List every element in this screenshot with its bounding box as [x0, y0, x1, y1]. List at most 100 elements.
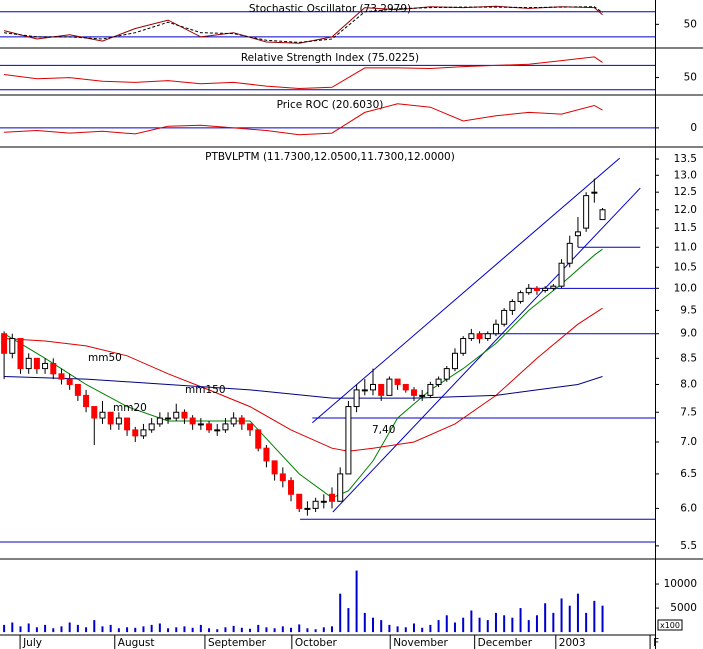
volume-bar [158, 623, 161, 633]
volume-bar [101, 626, 104, 633]
annotation: mm150 [185, 384, 226, 396]
volume-bar [363, 612, 366, 633]
volume-bar [126, 627, 129, 633]
candle-body [427, 383, 434, 396]
candle-body [9, 338, 16, 354]
volume-bar [265, 627, 268, 633]
candle-body [181, 411, 188, 419]
y-tick-label: 9.5 [680, 304, 697, 316]
y-tick-label: 8.5 [680, 352, 697, 364]
y-tick-label: 5.5 [680, 540, 697, 552]
candle-body [115, 417, 122, 425]
trend-line [332, 187, 641, 513]
x-tick-label: August [118, 637, 155, 649]
volume-bar [11, 622, 14, 633]
y-tick-label: 50 [684, 72, 697, 84]
y-tick-label: 11.5 [674, 222, 697, 234]
y-tick-label: 6.0 [680, 502, 697, 514]
candle-body [378, 383, 385, 396]
volume-bar [208, 628, 211, 633]
candle-body [197, 423, 204, 426]
volume-bar [199, 624, 202, 633]
candle-body [25, 357, 32, 370]
volume-bar [175, 627, 178, 633]
volume-bar [527, 620, 530, 633]
candle-body [189, 417, 196, 425]
volume-bar [462, 617, 465, 633]
volume-bar [216, 629, 219, 633]
candle-body [361, 389, 368, 392]
volume-bar [298, 624, 301, 633]
volume-bar [404, 627, 407, 633]
unit-label: x100 [660, 621, 680, 630]
candle-body [304, 507, 311, 510]
candle-body [74, 383, 81, 396]
volume-bar [249, 628, 252, 633]
candle-body [58, 373, 65, 380]
candle-body [460, 338, 467, 354]
candle-body [33, 357, 40, 370]
candle-body [492, 323, 499, 335]
volume-bar [437, 620, 440, 633]
volume-bar [486, 620, 489, 633]
candle-body [238, 417, 245, 425]
candle-body [312, 500, 319, 509]
y-tick-label: 13.0 [674, 169, 697, 181]
trend-line [312, 157, 621, 424]
annotation: mm50 [88, 352, 122, 364]
moving-average [4, 307, 603, 452]
indicator-line [4, 6, 603, 43]
x-tick-label: October [295, 637, 338, 649]
volume-bar [560, 598, 563, 633]
candle-body [337, 473, 344, 502]
volume-bar [322, 627, 325, 633]
candle-body [83, 394, 90, 408]
volume-bar [76, 624, 79, 633]
x-tick-label: F [653, 637, 659, 649]
y-tick-label: 7.0 [680, 436, 697, 448]
unit-box [657, 619, 683, 631]
y-tick-label: 8.0 [680, 378, 697, 390]
candle-body [156, 417, 163, 425]
moving-average [4, 376, 603, 399]
candle-body [435, 378, 442, 385]
volume-bar [232, 625, 235, 633]
y-tick-label: 12.0 [674, 204, 697, 216]
y-tick-label: 10.5 [674, 261, 697, 273]
candle-body [345, 406, 352, 475]
indicator-line [4, 103, 603, 136]
volume-bar [380, 620, 383, 633]
candle-body [214, 429, 221, 432]
x-tick-label: 2003 [559, 637, 586, 649]
volume-bar [191, 627, 194, 633]
candle-body [369, 383, 376, 391]
volume-bar [429, 624, 432, 633]
candle-body [419, 394, 426, 397]
volume-bar [167, 628, 170, 633]
volume-bar [347, 608, 350, 633]
volume-bar [445, 615, 448, 633]
candle-body [451, 352, 458, 370]
candle-body [99, 411, 106, 419]
volume-bar [68, 622, 71, 633]
candle-body [386, 378, 393, 396]
candle-body [329, 493, 336, 502]
volume-bar [44, 624, 47, 633]
volume-bar [314, 629, 317, 633]
volume-bar [273, 628, 276, 633]
volume-bar [331, 626, 334, 633]
y-tick-label: 6.5 [680, 468, 697, 480]
volume-bar [412, 623, 415, 633]
volume-bar [535, 615, 538, 633]
volume-bar [601, 605, 604, 633]
candle-body [558, 262, 565, 287]
candle-body [255, 429, 262, 449]
volume-bar [593, 600, 596, 633]
y-tick-label: 5000 [670, 602, 697, 614]
candle-body [542, 287, 549, 291]
candle-body [517, 292, 524, 302]
candle-body [402, 383, 409, 391]
volume-bar [552, 612, 555, 633]
